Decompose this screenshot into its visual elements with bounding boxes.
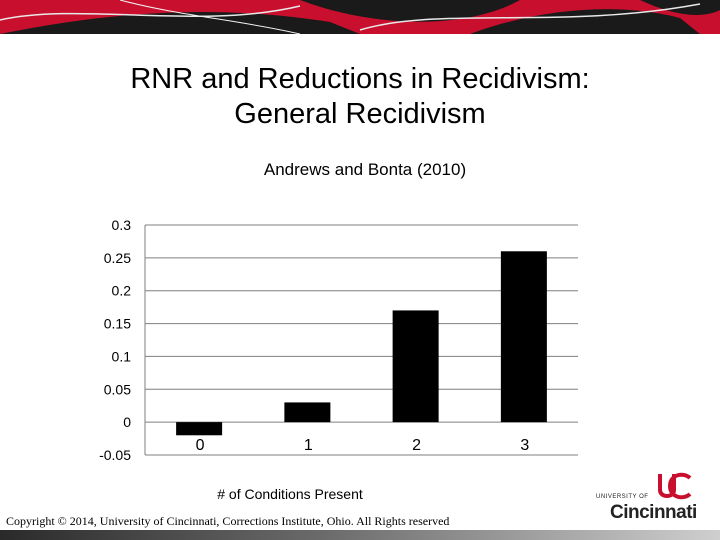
bar xyxy=(176,422,223,436)
y-tick-label: 0.1 xyxy=(112,348,132,364)
bar xyxy=(392,310,439,423)
bar xyxy=(284,402,331,423)
x-category-label: 1 xyxy=(304,437,313,454)
slide-title-line1: RNR and Reductions in Recidivism: xyxy=(130,63,590,95)
copyright-text: Copyright © 2014, University of Cincinna… xyxy=(6,514,450,528)
x-category-label: 3 xyxy=(520,437,529,454)
chart-title: Andrews and Bonta (2010) xyxy=(263,160,467,179)
university-logo: UNIVERSITY OF Cincinnati xyxy=(596,470,714,530)
logo-top-text: UNIVERSITY OF xyxy=(596,494,649,500)
logo-main-text: Cincinnati xyxy=(610,502,697,523)
bar-chart: 0.3 0.25 0.2 0.15 0.1 0.05 0 -0.05 0 1 2 3 xyxy=(99,217,578,463)
bar xyxy=(500,251,547,423)
y-tick-label: 0.3 xyxy=(112,217,132,233)
uc-logo-icon xyxy=(658,472,692,500)
x-category-label: 0 xyxy=(196,437,205,454)
y-tick-label: -0.05 xyxy=(99,447,131,463)
x-category-label: 2 xyxy=(412,437,421,454)
y-tick-label: 0.2 xyxy=(112,283,132,299)
slide-title: RNR and Reductions in Recidivism: Genera… xyxy=(40,62,680,132)
y-tick-label: 0.05 xyxy=(104,381,131,397)
y-tick-label: 0.25 xyxy=(104,250,131,266)
slide-title-line2: General Recidivism xyxy=(234,98,486,130)
y-tick-label: 0.15 xyxy=(104,316,131,332)
header-banner xyxy=(0,0,720,34)
footer-bar xyxy=(0,530,720,540)
x-axis-label: # of Conditions Present xyxy=(217,486,363,502)
y-tick-label: 0 xyxy=(123,414,131,430)
